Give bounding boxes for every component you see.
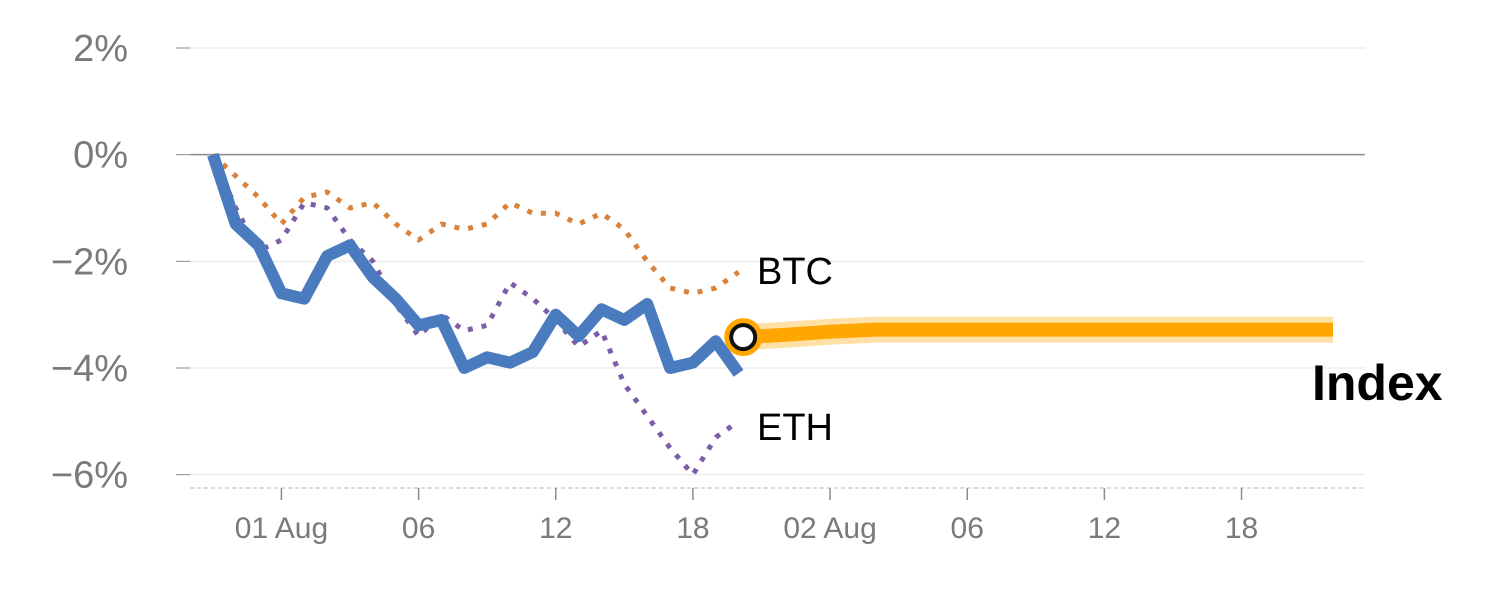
eth-label: ETH: [757, 407, 833, 449]
current-value-marker: [729, 323, 758, 352]
index-projection-line: [742, 322, 1333, 345]
series-layer: [207, 152, 1333, 478]
y-tick-label: −2%: [51, 241, 128, 283]
x-tick-label: 12: [539, 512, 572, 545]
btc-line: [211, 152, 741, 296]
marker-layer: [724, 318, 763, 357]
index-label: Index: [1312, 355, 1443, 411]
x-tick-label: 06: [951, 512, 984, 545]
y-tick-label: −6%: [51, 455, 128, 497]
x-tick-label: 12: [1088, 512, 1121, 545]
x-tick-label: 18: [1225, 512, 1258, 545]
x-tick-label: 18: [676, 512, 709, 545]
index-line: [207, 152, 744, 377]
eth-line: [210, 153, 741, 478]
x-axis: 01 Aug 06 12 18 02 Aug 06 12 18: [190, 487, 1365, 545]
grid: [190, 47, 1365, 476]
y-axis: 2% 0% −2% −4% −6%: [51, 28, 190, 497]
x-tick-label: 02 Aug: [783, 512, 876, 545]
y-tick-label: 0%: [73, 135, 128, 177]
y-tick-label: −4%: [51, 348, 128, 390]
x-tick-label: 06: [402, 512, 435, 545]
btc-label: BTC: [757, 251, 833, 293]
y-tick-label: 2%: [73, 28, 128, 70]
x-tick-label: 01 Aug: [235, 512, 328, 545]
